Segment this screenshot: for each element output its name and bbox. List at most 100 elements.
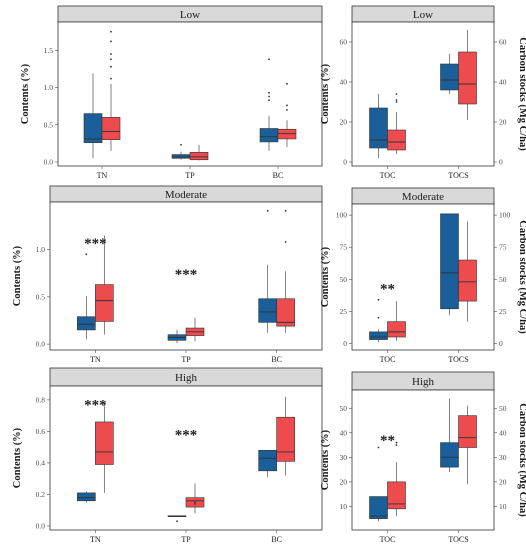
x-category-label: TOCS: [448, 171, 468, 180]
y-right-tick-label: 40: [499, 78, 507, 87]
y-tick-label: 50: [340, 275, 348, 284]
box-outlier-point: [284, 209, 287, 212]
box-a: [259, 128, 279, 143]
box-b: [387, 321, 406, 338]
x-category-label: TN: [97, 171, 108, 180]
box-outlier-point: [268, 99, 270, 102]
panel-2: Low 0 20 40 60 0 20 40 60 Carbon stocks (Mg C/ha)…: [320, 5, 526, 180]
y-right-tick-label: 20: [499, 477, 507, 486]
box-a: [369, 496, 388, 519]
y-tick-label: 0.5: [44, 120, 54, 129]
box-outlier-point: [266, 209, 269, 212]
box-a: [258, 450, 277, 472]
y-right-tick-label: 20: [499, 118, 507, 127]
box-a: [440, 63, 459, 91]
x-category-label: TN: [90, 355, 101, 364]
y-tick-label: 1.0: [44, 83, 54, 92]
x-category-label: TOCS: [448, 355, 468, 364]
box-outlier-point: [110, 77, 112, 80]
box-b: [276, 416, 295, 462]
box-a: [77, 492, 96, 502]
y-right-tick-label: 50: [499, 275, 507, 284]
y-tick-label: 20: [340, 477, 348, 486]
panel-5: High 0.0 0.2 0.4 0.6 0.8 Contents (%) TN TP BC ***…: [12, 367, 323, 544]
panel-plot-area: [351, 389, 495, 531]
y-right-tick-label: 75: [499, 243, 507, 252]
box-outlier-point: [284, 241, 287, 243]
x-category-label: TP: [185, 171, 195, 180]
box-b: [458, 51, 477, 105]
box-a: [440, 213, 459, 310]
box-outlier-point: [194, 501, 196, 504]
x-category-label: TP: [181, 535, 191, 544]
y-tick-label: 0.8: [36, 395, 46, 404]
significance-label: ***: [175, 267, 198, 283]
y-tick-label: 1.5: [44, 46, 54, 55]
y-tick-label: 0.2: [36, 490, 46, 499]
x-category-label: TOC: [380, 171, 396, 180]
box-outlier-point: [377, 298, 380, 301]
box-outlier-point: [395, 99, 398, 101]
panel-4: Moderate 0 25 50 75 100 0 25 50 75 100 Carbon stock…: [320, 187, 526, 364]
y-right-tick-label: 30: [499, 453, 507, 462]
box-a: [83, 113, 103, 143]
y-tick-label: 20: [340, 118, 348, 127]
y-tick-label: 0.0: [36, 522, 46, 531]
y-tick-label: 10: [340, 502, 348, 511]
y-axis-title: Contents (%): [320, 429, 331, 490]
box-outlier-point: [85, 253, 88, 256]
x-category-label: TOCS: [448, 535, 468, 544]
significance-label: **: [380, 433, 395, 449]
y-tick-label: 75: [340, 243, 348, 252]
box-outlier-point: [268, 95, 270, 98]
y-tick-label: 0: [343, 339, 347, 348]
panel-strip-label: Low: [180, 9, 200, 21]
box-outlier-point: [110, 53, 112, 55]
box-outlier-point: [395, 93, 398, 95]
y-axis-right-title: Carbon stocks (Mg C/ha): [517, 403, 526, 517]
y-right-tick-label: 60: [499, 38, 507, 47]
box-outlier-point: [286, 82, 288, 85]
significance-label: ***: [84, 398, 107, 414]
significance-label: **: [380, 281, 395, 297]
box-outlier-point: [286, 104, 288, 107]
y-right-tick-label: 25: [499, 307, 507, 316]
box-outlier-point: [395, 444, 398, 446]
y-tick-label: 50: [340, 404, 348, 413]
x-category-label: TOC: [380, 535, 396, 544]
significance-label: ***: [175, 428, 198, 444]
box-outlier-point: [395, 441, 398, 444]
significance-label: ***: [84, 236, 107, 252]
y-axis-title: Contents (%): [320, 63, 331, 124]
panel-plot-area: [57, 21, 323, 167]
y-tick-label: 60: [340, 38, 348, 47]
box-a: [77, 316, 96, 331]
y-tick-label: 1.0: [36, 245, 46, 254]
box-outlier-point: [395, 101, 398, 103]
box-outlier-point: [286, 108, 288, 111]
box-outlier-point: [268, 91, 270, 94]
box-b: [276, 298, 295, 327]
box-a: [258, 298, 277, 323]
box-b: [458, 259, 477, 302]
panel-1: Low 0.0 0.5 1.0 1.5 Contents (%) TN TP BC: [20, 5, 323, 180]
box-outlier-point: [180, 143, 182, 146]
y-tick-label: 40: [340, 428, 348, 437]
x-category-label: BC: [271, 355, 282, 364]
box-b: [189, 152, 209, 161]
panel-strip-label: High: [175, 372, 198, 384]
box-outlier-point: [110, 40, 112, 43]
y-axis-title: Contents (%): [320, 246, 331, 307]
x-category-label: TOC: [380, 355, 396, 364]
panel-strip-label: Moderate: [165, 189, 207, 201]
y-axis-title: Contents (%): [12, 427, 23, 488]
y-tick-label: 0.5: [36, 292, 46, 301]
box-outlier-point: [377, 316, 380, 319]
y-right-tick-label: 50: [499, 404, 507, 413]
x-category-label: TN: [90, 535, 101, 544]
box-outlier-point: [110, 30, 112, 33]
y-axis-right-title: Carbon stocks (Mg C/ha): [517, 220, 526, 334]
box-a: [369, 107, 388, 149]
y-tick-label: 0.0: [36, 340, 46, 349]
